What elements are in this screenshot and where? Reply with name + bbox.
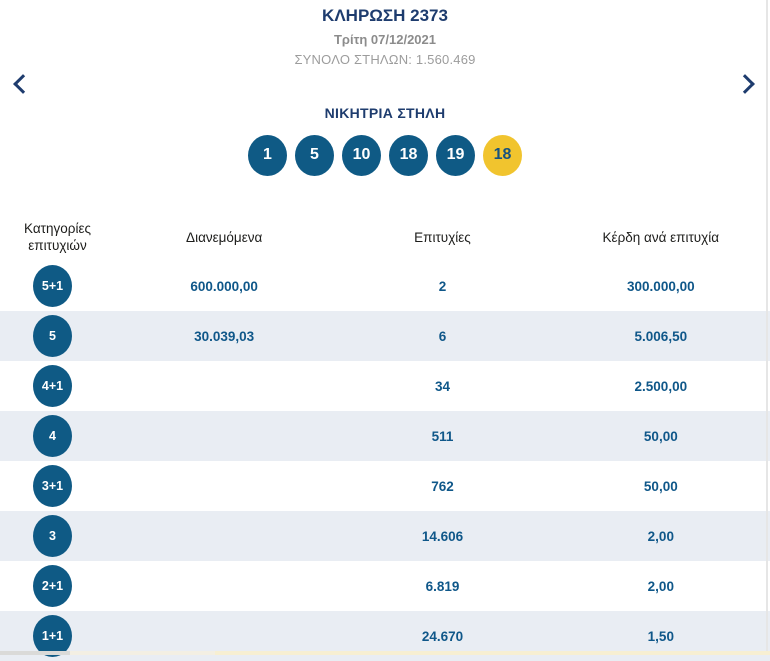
winning-column-title: ΝΙΚΗΤΡΙΑ ΣΤΗΛΗ xyxy=(324,105,446,121)
prize-cell: 2,00 xyxy=(647,528,674,544)
prize-cell: 2,00 xyxy=(647,578,674,594)
header-distributed: Διανεμόμενα xyxy=(186,229,263,245)
distributed-cell: 600.000,00 xyxy=(190,278,258,294)
category-badge: 5 xyxy=(33,315,72,357)
next-draw-button[interactable] xyxy=(735,72,760,96)
category-badge: 3 xyxy=(33,515,72,557)
category-badge: 4 xyxy=(33,415,72,457)
winners-cell: 34 xyxy=(434,378,450,394)
winners-cell: 6 xyxy=(438,328,447,344)
draw-date: Τρίτη 07/12/2021 xyxy=(333,32,436,47)
chevron-left-icon xyxy=(13,74,33,94)
winners-cell: 24.670 xyxy=(421,628,464,644)
winning-number-ball: 5 xyxy=(295,134,334,176)
table-row: 5+1 600.000,00 2 300.000,00 xyxy=(0,261,770,311)
table-row: 3+1 762 50,00 xyxy=(0,461,770,511)
category-badge: 5+1 xyxy=(33,265,72,307)
draw-header: ΚΛΗΡΩΣΗ 2373 Τρίτη 07/12/2021 ΣΥΝΟΛΟ ΣΤΗ… xyxy=(0,0,770,68)
header-prize: Κέρδη ανά επιτυχία xyxy=(602,229,720,245)
category-badge: 4+1 xyxy=(33,365,72,407)
category-badge: 1+1 xyxy=(33,615,72,657)
distributed-cell: 30.039,03 xyxy=(194,328,255,344)
winners-cell: 511 xyxy=(431,428,454,444)
winners-cell: 14.606 xyxy=(421,528,464,544)
winners-cell: 6.819 xyxy=(425,578,460,594)
joker-number-ball: 18 xyxy=(483,134,522,176)
winners-cell: 762 xyxy=(431,478,454,494)
category-badge: 3+1 xyxy=(33,465,72,507)
draw-title: ΚΛΗΡΩΣΗ 2373 xyxy=(322,6,448,25)
results-table: Κατηγορίες επιτυχιών Διανεμόμενα Επιτυχί… xyxy=(0,213,770,661)
prize-cell: 2.500,00 xyxy=(634,378,688,394)
table-row: 5 30.039,03 6 5.006,50 xyxy=(0,311,770,361)
table-row: 4 511 50,00 xyxy=(0,411,770,461)
cutoff-bottom-strip xyxy=(0,651,770,655)
table-header-row: Κατηγορίες επιτυχιών Διανεμόμενα Επιτυχί… xyxy=(0,213,770,261)
winning-number-ball: 1 xyxy=(248,134,287,176)
category-badge: 2+1 xyxy=(33,565,72,607)
winning-number-ball: 19 xyxy=(436,134,475,176)
page-right-divider xyxy=(766,0,768,655)
table-row: 4+1 34 2.500,00 xyxy=(0,361,770,411)
winning-numbers: 1 5 10 18 19 18 xyxy=(0,134,770,176)
prize-cell: 1,50 xyxy=(647,628,674,644)
previous-draw-button[interactable] xyxy=(8,72,33,96)
winners-cell: 2 xyxy=(438,278,447,294)
prize-cell: 50,00 xyxy=(643,478,678,494)
prize-cell: 300.000,00 xyxy=(627,278,695,294)
header-winners: Επιτυχίες xyxy=(414,229,471,245)
table-row: 3 14.606 2,00 xyxy=(0,511,770,561)
winning-number-ball: 10 xyxy=(342,134,381,176)
winning-number-ball: 18 xyxy=(389,134,428,176)
total-columns: ΣΥΝΟΛΟ ΣΤΗΛΩΝ: 1.560.469 xyxy=(294,52,476,67)
prize-cell: 5.006,50 xyxy=(634,328,688,344)
prize-cell: 50,00 xyxy=(643,428,678,444)
chevron-right-icon xyxy=(735,74,755,94)
table-body: 5+1 600.000,00 2 300.000,00 5 30.039,03 6 5.006… xyxy=(0,261,770,661)
table-row: 2+1 6.819 2,00 xyxy=(0,561,770,611)
header-categories: Κατηγορίες επιτυχιών xyxy=(24,221,91,253)
